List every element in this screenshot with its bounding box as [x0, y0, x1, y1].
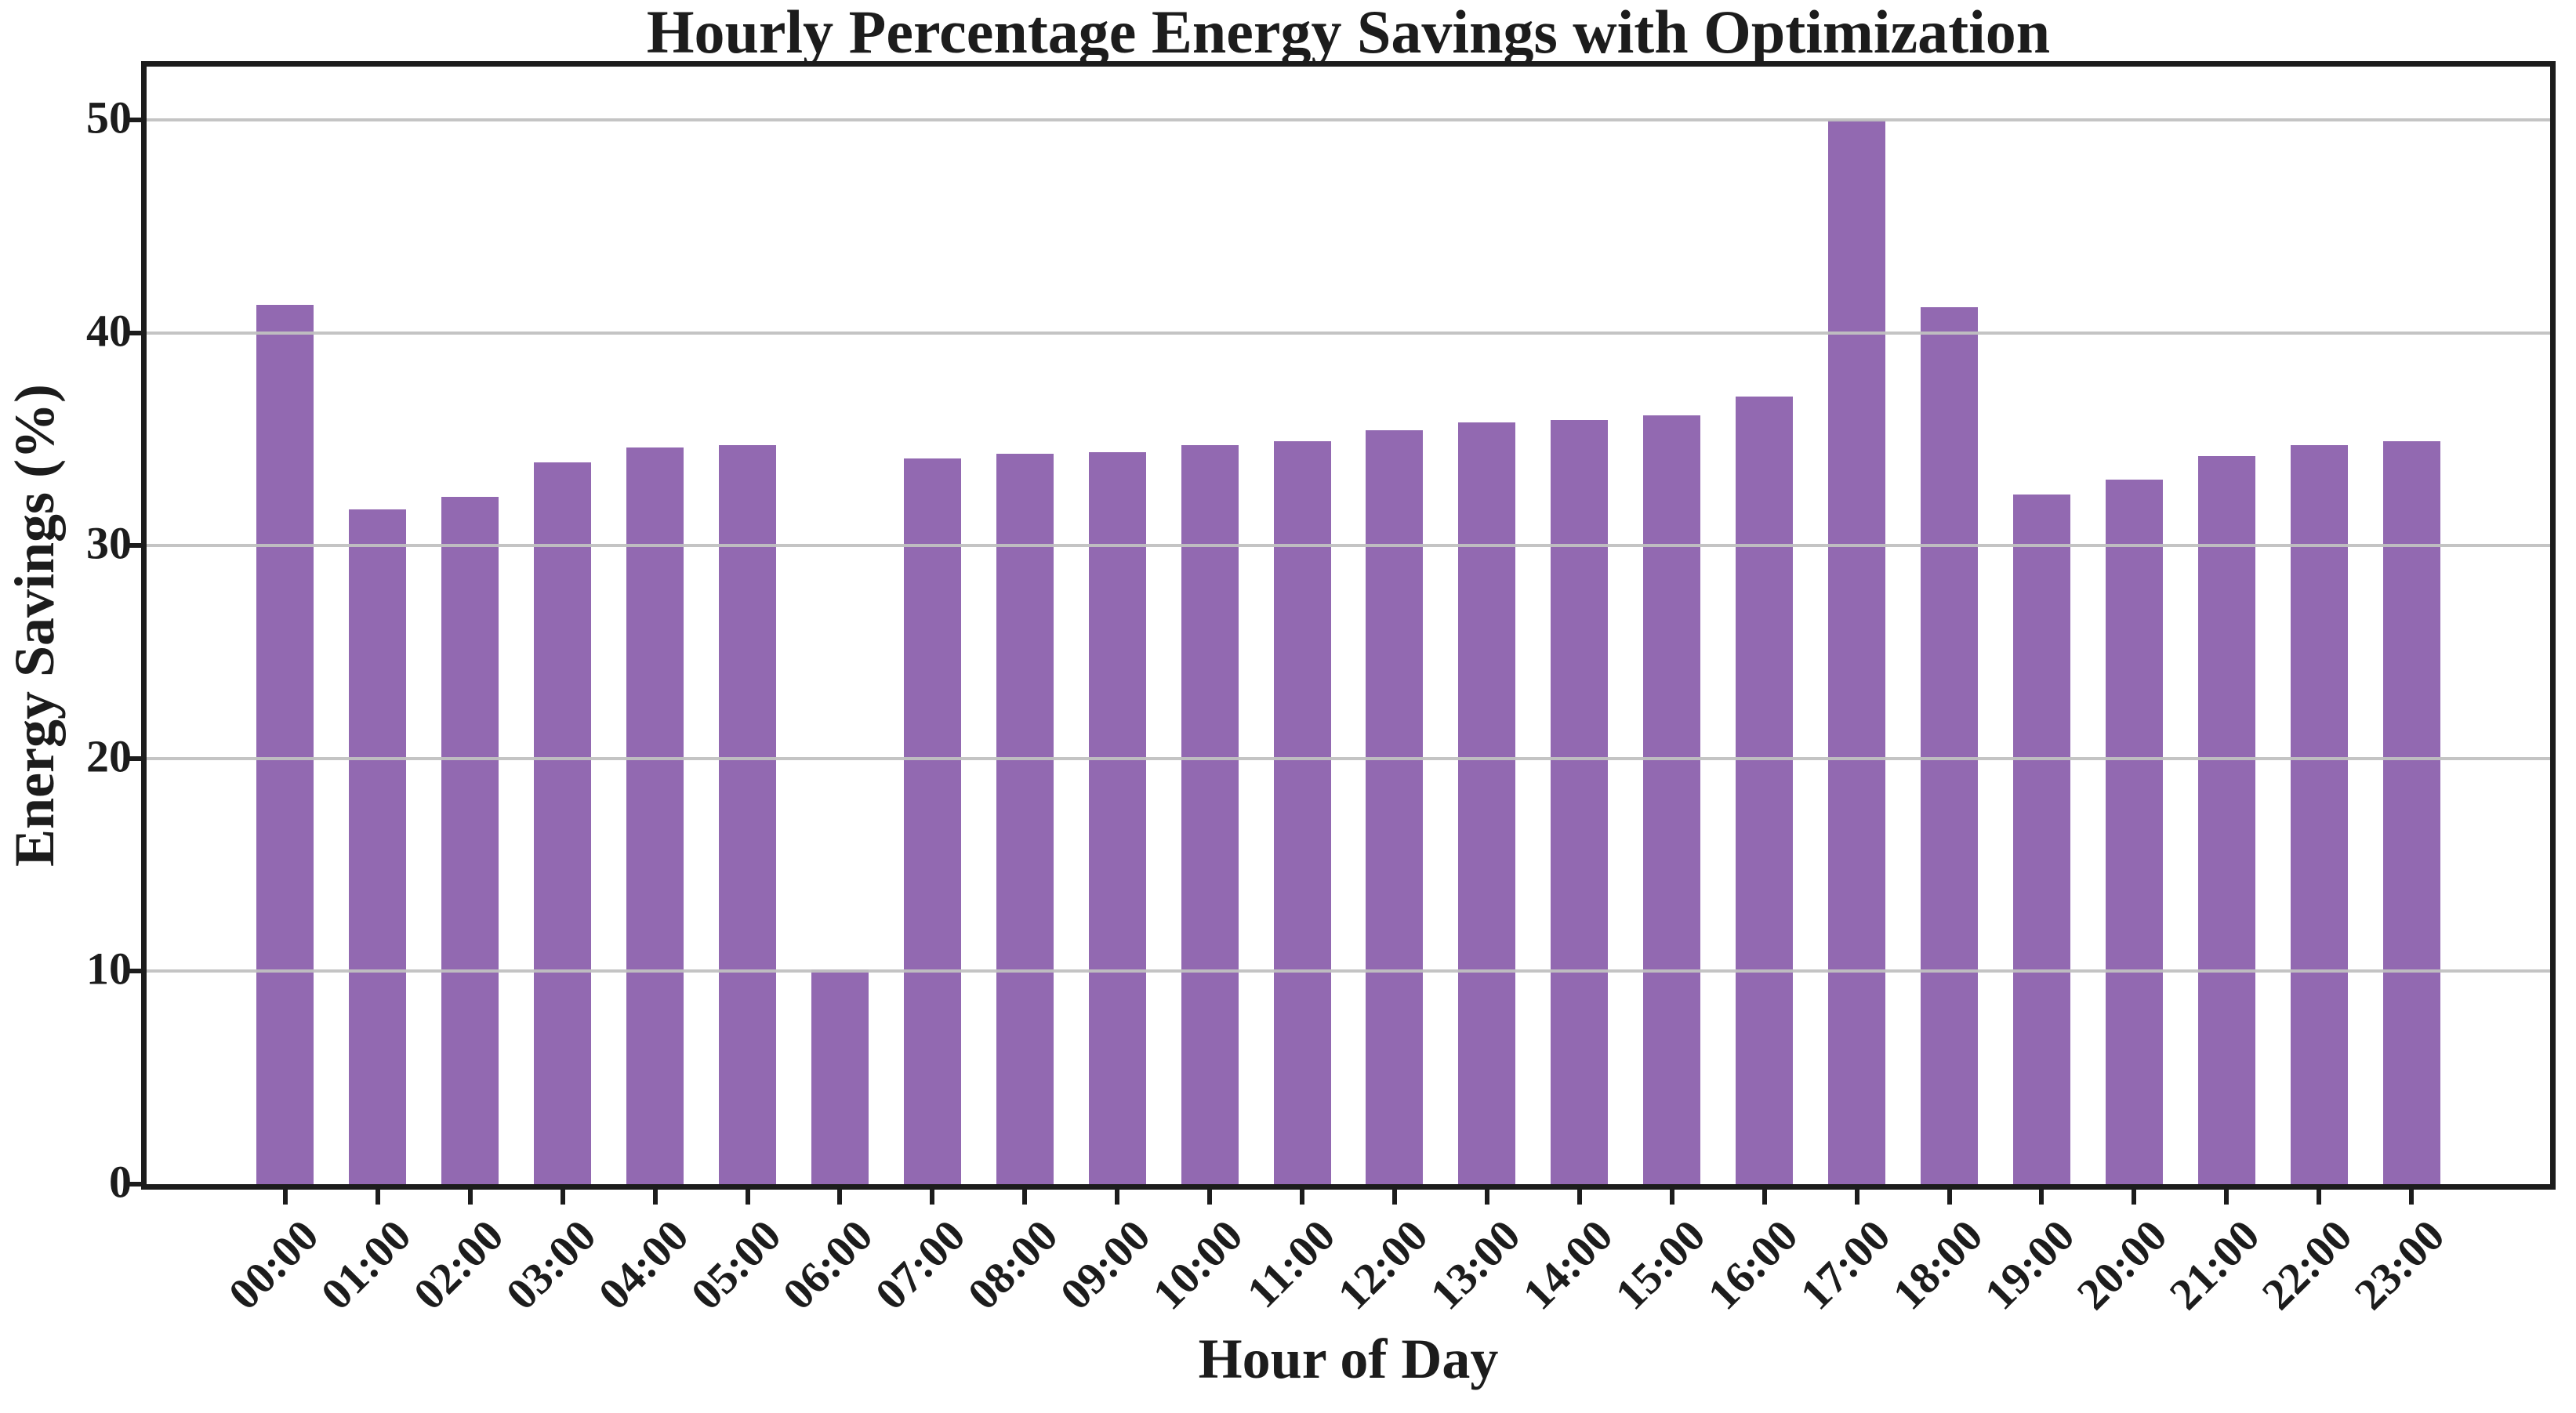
bar: [349, 509, 406, 1184]
x-tick-label: 14:00: [1513, 1210, 1623, 1320]
bar: [256, 305, 314, 1184]
bar: [1181, 445, 1239, 1184]
x-axis-tick: [468, 1187, 473, 1205]
y-axis-tick: [127, 1182, 144, 1187]
gridline: [147, 332, 2550, 335]
x-axis-tick: [2224, 1187, 2229, 1205]
x-tick-label: 08:00: [958, 1210, 1068, 1320]
x-tick-label: 21:00: [2160, 1210, 2269, 1320]
bar: [996, 454, 1054, 1184]
bar: [1458, 422, 1515, 1184]
x-axis-label: Hour of Day: [1198, 1328, 1499, 1390]
x-tick-label: 00:00: [219, 1210, 328, 1320]
x-axis-tick: [837, 1187, 842, 1205]
bar: [904, 458, 961, 1184]
x-tick-label: 01:00: [311, 1210, 421, 1320]
x-tick-label: 22:00: [2252, 1210, 2362, 1320]
y-axis-tick: [127, 118, 144, 122]
y-tick-label: 30: [86, 517, 132, 569]
bar: [811, 969, 869, 1184]
y-tick-label: 40: [86, 305, 132, 357]
x-tick-label: 11:00: [1238, 1210, 1345, 1318]
x-axis-tick: [1947, 1187, 1952, 1205]
y-tick-label: 10: [86, 943, 132, 995]
bar: [719, 445, 776, 1184]
x-tick-label: 09:00: [1050, 1210, 1160, 1320]
x-axis-tick: [2409, 1187, 2414, 1205]
gridline: [147, 757, 2550, 760]
bar: [2013, 495, 2070, 1184]
bar: [1921, 307, 1978, 1184]
bar: [2383, 441, 2440, 1184]
x-tick-label: 07:00: [865, 1210, 975, 1320]
x-tick-label: 19:00: [1975, 1210, 2084, 1320]
x-axis-tick: [653, 1187, 658, 1205]
x-axis-tick: [561, 1187, 565, 1205]
x-axis-tick: [2132, 1187, 2136, 1205]
bar: [1274, 441, 1331, 1184]
x-tick-label: 20:00: [2067, 1210, 2177, 1320]
x-axis-tick: [2039, 1187, 2044, 1205]
x-tick-label: 05:00: [681, 1210, 791, 1320]
bar: [1828, 120, 1885, 1184]
y-tick-label: 0: [109, 1156, 132, 1208]
bar: [441, 497, 499, 1184]
x-tick-label: 13:00: [1420, 1210, 1530, 1320]
y-axis-tick: [127, 331, 144, 335]
x-axis-tick: [1485, 1187, 1489, 1205]
x-axis-tick: [1762, 1187, 1767, 1205]
gridline: [147, 544, 2550, 547]
x-axis-tick: [930, 1187, 934, 1205]
x-axis-tick: [1855, 1187, 1859, 1205]
x-axis-tick: [746, 1187, 750, 1205]
gridline: [147, 969, 2550, 973]
x-axis-tick: [1392, 1187, 1397, 1205]
x-axis-tick: [1670, 1187, 1674, 1205]
x-tick-label: 12:00: [1328, 1210, 1438, 1320]
gridline: [147, 118, 2550, 121]
x-tick-label: 06:00: [773, 1210, 883, 1320]
x-tick-label: 04:00: [589, 1210, 698, 1320]
x-axis-tick: [283, 1187, 288, 1205]
bar: [2198, 456, 2255, 1184]
x-axis-tick: [1577, 1187, 1582, 1205]
x-tick-label: 16:00: [1698, 1210, 1808, 1320]
y-axis-tick: [127, 756, 144, 761]
bar: [2291, 445, 2348, 1184]
x-tick-label: 03:00: [496, 1210, 606, 1320]
x-tick-label: 02:00: [404, 1210, 513, 1320]
bar: [1366, 430, 1423, 1184]
y-axis-label: Energy Savings (%): [3, 383, 66, 868]
x-tick-label: 15:00: [1605, 1210, 1715, 1320]
plot-area: [141, 61, 2556, 1190]
x-tick-label: 10:00: [1143, 1210, 1253, 1320]
y-tick-label: 50: [86, 92, 132, 143]
x-axis-tick: [376, 1187, 380, 1205]
x-tick-label: 23:00: [2345, 1210, 2454, 1320]
bar: [626, 447, 684, 1184]
bar: [1643, 415, 1700, 1184]
chart-title: Hourly Percentage Energy Savings with Op…: [646, 0, 2051, 66]
bar: [1736, 397, 1793, 1184]
y-tick-label: 20: [86, 730, 132, 782]
bar: [534, 462, 591, 1184]
y-axis-tick: [127, 969, 144, 973]
x-axis-tick: [2317, 1187, 2321, 1205]
x-axis-tick: [1115, 1187, 1119, 1205]
bar: [2106, 480, 2163, 1184]
x-axis-tick: [1022, 1187, 1027, 1205]
x-tick-label: 18:00: [1883, 1210, 1993, 1320]
y-axis-tick: [127, 543, 144, 548]
bar: [1089, 452, 1146, 1184]
bar: [1551, 420, 1608, 1184]
x-tick-label: 17:00: [1791, 1210, 1900, 1320]
x-axis-tick: [1207, 1187, 1212, 1205]
x-axis-tick: [1300, 1187, 1304, 1205]
